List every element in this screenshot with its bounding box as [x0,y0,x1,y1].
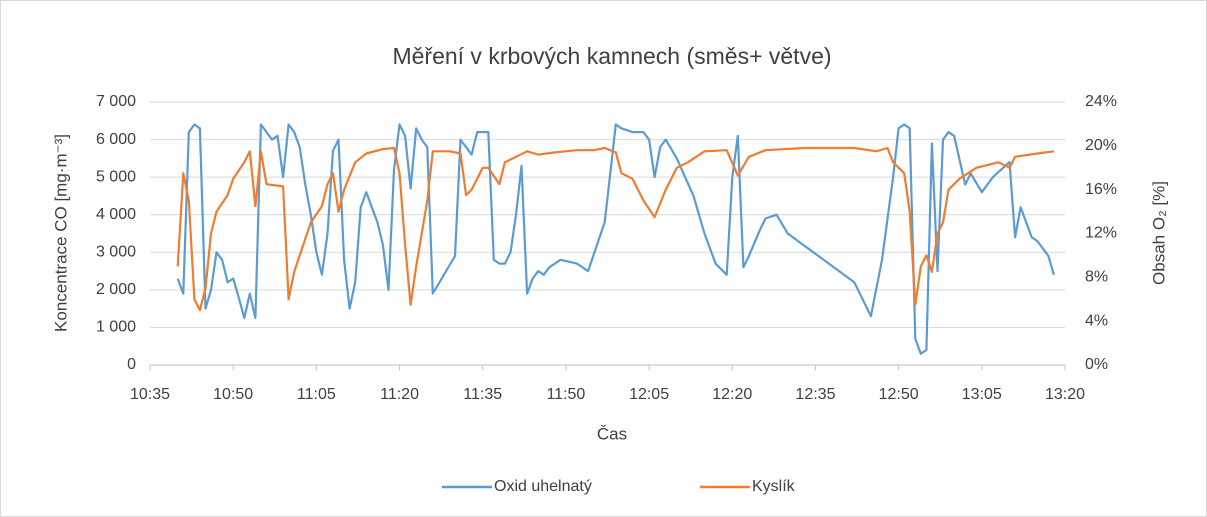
y-tick-label: 2 000 [96,281,136,298]
y2-tick-label: 16% [1085,181,1117,198]
y-tick-label: 7 000 [96,93,136,110]
x-tick-label: 13:05 [962,386,1002,403]
x-tick-label: 11:20 [380,386,419,403]
x-tick-label: 11:05 [297,386,336,403]
y-tick-label: 0 [127,356,136,373]
y-tick-label: 1 000 [96,319,136,336]
y2-tick-label: 8% [1085,269,1108,286]
legend-label: Kyslík [752,478,796,495]
series-line [176,146,1055,312]
x-axis-label: Čas [597,424,627,443]
x-tick-label: 12:50 [879,386,919,403]
x-tick-label: 10:35 [130,386,170,403]
x-tick-label: 10:50 [213,386,253,403]
y-tick-label: 3 000 [96,244,136,261]
y-tick-label: 6 000 [96,131,136,148]
y2-tick-label: 0% [1085,356,1108,373]
y-tick-label: 4 000 [96,206,136,223]
x-tick-label: 12:05 [629,386,669,403]
y2-tick-label: 12% [1085,225,1117,242]
y2-tick-label: 24% [1085,93,1117,110]
y2-tick-label: 20% [1085,137,1117,154]
y-axis-label: Koncentrace CO [mg·m⁻³] [51,134,70,332]
chart-title: Měření v krbových kamnech (směs+ větve) [392,43,831,69]
x-tick-label: 11:35 [463,386,502,403]
y2-axis-label: Obsah O₂ [%] [1149,181,1168,285]
x-tick-label: 12:35 [795,386,835,403]
x-tick-label: 12:20 [712,386,752,403]
y-tick-label: 5 000 [96,168,136,185]
legend-label: Oxid uhelnatý [494,478,592,495]
y2-tick-label: 4% [1085,312,1108,329]
series-line [176,123,1055,355]
x-tick-label: 11:50 [546,386,585,403]
x-tick-label: 13:20 [1045,386,1085,403]
